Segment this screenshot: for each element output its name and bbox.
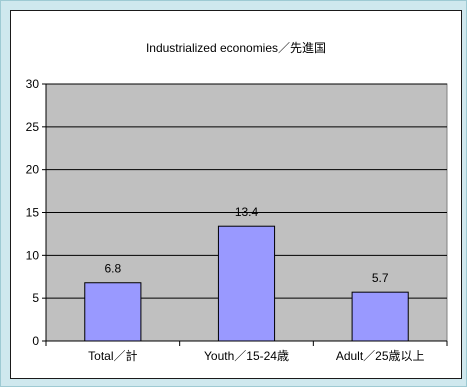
y-tick-label: 10 <box>26 248 40 262</box>
bar-1 <box>84 282 142 342</box>
y-tick-label: 5 <box>32 291 39 305</box>
data-label: 13.4 <box>235 205 259 219</box>
x-tick-label: Youth／15-24歳 <box>204 349 289 363</box>
y-tick-label: 15 <box>26 206 40 220</box>
y-tick-label: 0 <box>32 334 39 348</box>
y-tick-label: 25 <box>26 120 40 134</box>
x-tick-label: Adult／25歳以上 <box>336 349 425 363</box>
data-label: 6.8 <box>104 262 121 276</box>
bar-chart: Industrialized economies／先進国 0 5 10 15 20 25 3… <box>26 41 448 363</box>
bar-3 <box>351 291 409 342</box>
chart-title: Industrialized economies／先進国 <box>146 41 326 55</box>
x-tick-label: Total／計 <box>88 348 137 363</box>
chart-canvas: Industrialized economies／先進国 0 5 10 15 20 25 3… <box>10 10 462 379</box>
y-tick-label: 30 <box>26 77 40 91</box>
plot-area: 0 5 10 15 20 25 30 6.8 Total／計 13.4 Youth／15-24歳 5.… <box>26 77 448 363</box>
data-label: 5.7 <box>372 271 389 285</box>
y-tick-label: 20 <box>26 163 40 177</box>
bar-2 <box>217 225 276 342</box>
